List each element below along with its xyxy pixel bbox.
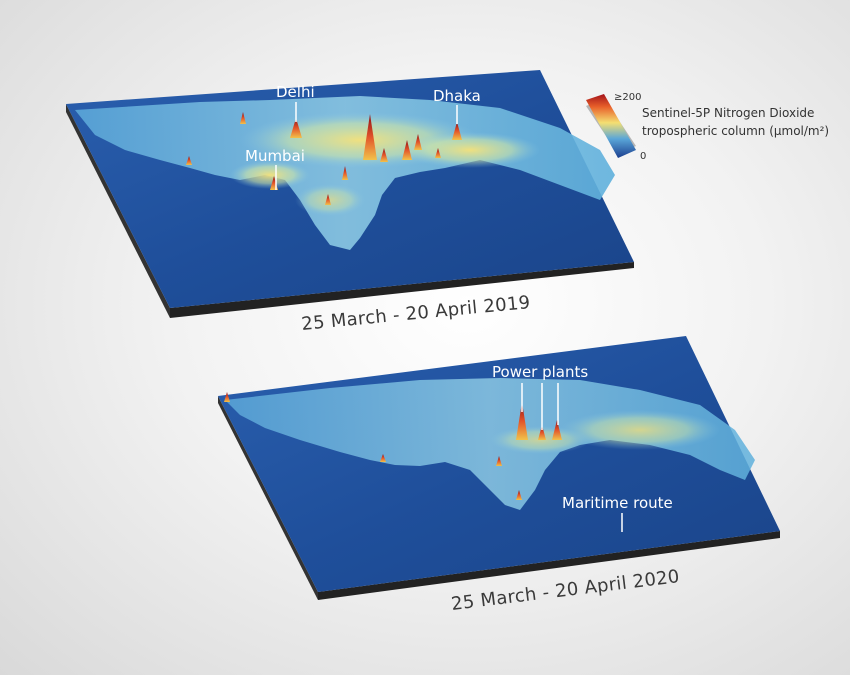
panel-side-front — [318, 531, 780, 600]
panel-side-left — [66, 104, 170, 318]
no2-spike — [516, 490, 522, 500]
map-panel-2020: Power plants Maritime route — [218, 336, 780, 600]
no2-spike — [186, 156, 192, 165]
no2-spike — [325, 194, 331, 205]
no2-spike — [380, 148, 388, 162]
legend: ≥200 0 Sentinel-5P Nitrogen Dioxide trop… — [586, 92, 829, 162]
emission-haze — [295, 184, 365, 216]
no2-spike — [496, 456, 502, 466]
legend-max-label: ≥200 — [614, 92, 641, 103]
callout-dhaka: Dhaka — [433, 87, 481, 105]
no2-spike — [516, 402, 528, 440]
emission-haze — [400, 132, 540, 168]
no2-spike — [414, 134, 422, 150]
callout-power-plants: Power plants — [492, 363, 588, 381]
no2-spike — [552, 420, 562, 440]
no2-spike — [380, 454, 386, 462]
callout-maritime-route: Maritime route — [562, 494, 673, 512]
panel-side-front — [170, 262, 634, 318]
map-panel-2019: Delhi Dhaka Mumbai — [66, 70, 634, 318]
legend-title-line1: Sentinel-5P Nitrogen Dioxide — [642, 106, 814, 120]
no2-spike — [363, 114, 377, 160]
panel-side-left — [218, 396, 318, 600]
no2-spike — [452, 122, 462, 140]
callout-delhi: Delhi — [276, 83, 315, 101]
emission-haze — [230, 161, 310, 189]
no2-spike — [538, 425, 546, 440]
no2-spike — [290, 118, 302, 138]
legend-min-label: 0 — [640, 151, 646, 162]
emission-haze — [560, 410, 720, 450]
no2-spike — [224, 392, 230, 402]
callout-mumbai: Mumbai — [245, 147, 305, 165]
no2-spike — [240, 112, 246, 124]
legend-colorbar — [586, 94, 636, 158]
no2-spike — [435, 148, 441, 158]
no2-spike — [402, 140, 412, 160]
no2-spike — [342, 166, 348, 180]
legend-title-line2: tropospheric column (µmol/m²) — [642, 124, 829, 138]
